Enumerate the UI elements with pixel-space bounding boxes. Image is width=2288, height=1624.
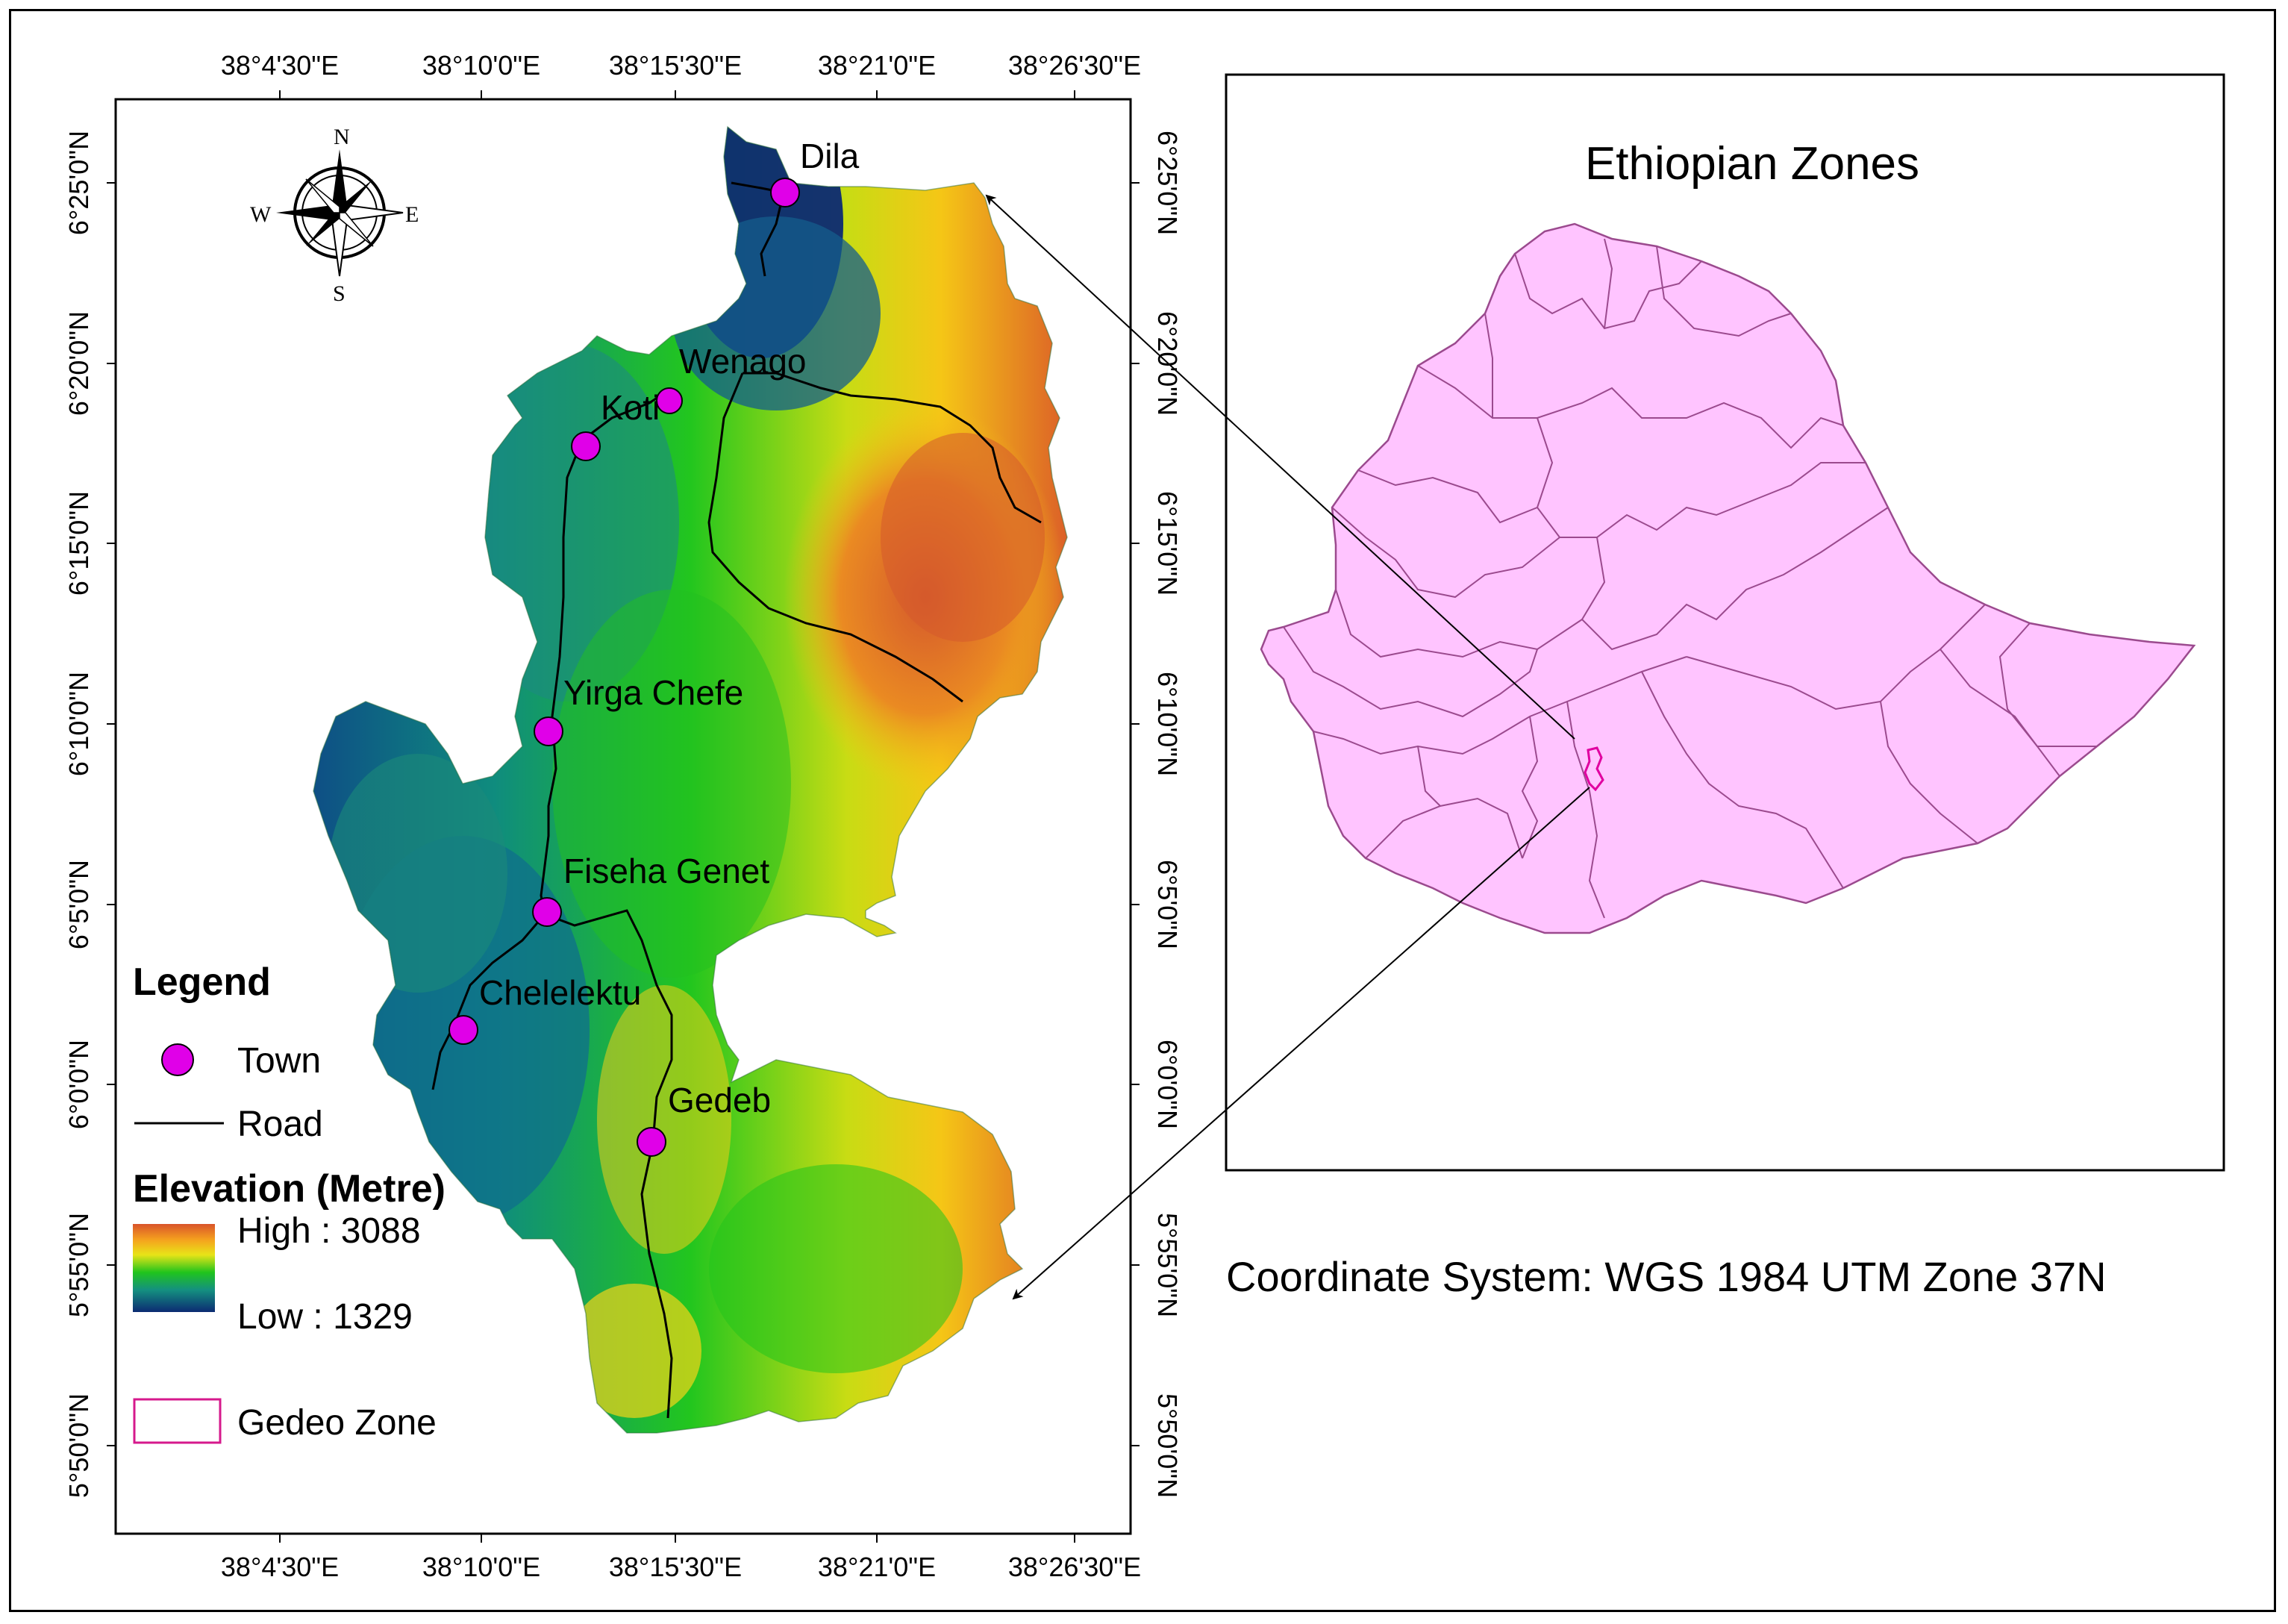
- x-tick-label: 38°21'0"E: [818, 50, 936, 81]
- road-segment: [707, 372, 963, 703]
- x-tick-label: 38°4'30"E: [221, 50, 339, 81]
- y-tick-label: 6°0'0"N: [63, 1040, 94, 1129]
- legend-elevation-title: Elevation (Metre): [133, 1167, 446, 1211]
- map-figure-frame: [9, 9, 2276, 1612]
- legend-zone-swatch: [133, 1398, 222, 1444]
- town-label: Gedeb: [668, 1081, 771, 1119]
- town-marker[interactable]: [770, 178, 800, 207]
- y-tick-label: 6°25'0"N: [63, 131, 94, 235]
- legend-town-swatch: [161, 1043, 194, 1076]
- x-tick-label: 38°10'0"E: [422, 1552, 540, 1582]
- x-tick-label: 38°15'30"E: [609, 1552, 742, 1582]
- road-segment: [544, 909, 673, 1419]
- town-fiseha-genet[interactable]: Fiseha Genet: [532, 852, 769, 927]
- zone-boundaries: [1283, 238, 2097, 919]
- legend: Legend Town Road Elevation (Metre) High …: [133, 961, 446, 1444]
- x-tick-label: 38°10'0"E: [422, 50, 540, 81]
- legend-elevation-ramp: [133, 1224, 215, 1312]
- town-label: Fiseha Genet: [563, 852, 769, 890]
- compass-s-label: S: [333, 281, 346, 306]
- callout-arrow-south: [1012, 787, 1590, 1300]
- inset-title: Ethiopian Zones: [1585, 138, 1919, 190]
- road-segment: [743, 372, 1042, 524]
- y-tick-label: 5°55'0"N: [1152, 1213, 1183, 1317]
- compass-n-label: N: [334, 125, 350, 149]
- callout-arrows: [985, 194, 1590, 1300]
- x-tick-label: 38°26'30"E: [1008, 1552, 1141, 1582]
- town-wenago[interactable]: Wenago: [656, 342, 807, 414]
- road-segment: [731, 181, 785, 277]
- town-marker[interactable]: [534, 716, 563, 746]
- y-tick-label: 6°5'0"N: [63, 860, 94, 949]
- y-tick-label: 5°50'0"N: [1152, 1393, 1183, 1498]
- town-label: Dila: [800, 137, 860, 175]
- bottom-axis: 38°4'30"E 38°10'0"E 38°15'30"E 38°21'0"E…: [221, 1534, 1141, 1582]
- town-marker[interactable]: [448, 1015, 478, 1045]
- y-tick-label: 6°0'0"N: [1152, 1040, 1183, 1129]
- ethiopia-zones-map: [1260, 222, 2196, 934]
- coordinate-system-note: Coordinate System: WGS 1984 UTM Zone 37N: [1226, 1253, 2107, 1300]
- town-label: Yirga Chefe: [563, 673, 743, 712]
- y-tick-label: 6°15'0"N: [1152, 491, 1183, 596]
- legend-elevation-low: Low : 1329: [237, 1297, 413, 1337]
- y-tick-label: 6°15'0"N: [63, 491, 94, 596]
- legend-zone-label: Gedeo Zone: [237, 1403, 437, 1443]
- x-tick-label: 38°26'30"E: [1008, 50, 1141, 81]
- town-chelelektu[interactable]: Chelelektu: [448, 973, 641, 1045]
- roads: [431, 181, 1042, 1419]
- town-gedeb[interactable]: Gedeb: [637, 1081, 771, 1157]
- compass-e-label: E: [405, 202, 419, 227]
- y-tick-label: 5°50'0"N: [63, 1393, 94, 1498]
- y-tick-label: 6°10'0"N: [1152, 672, 1183, 776]
- x-tick-label: 38°4'30"E: [221, 1552, 339, 1582]
- legend-town-label: Town: [237, 1041, 321, 1081]
- y-tick-label: 6°10'0"N: [63, 672, 94, 776]
- left-axis: 6°25'0"N 6°20'0"N 6°15'0"N 6°10'0"N 6°5'…: [63, 131, 116, 1498]
- town-koti[interactable]: Koti: [571, 388, 660, 461]
- compass-rose-icon: N S E W: [250, 125, 419, 306]
- ethiopia-outline: [1260, 222, 2196, 934]
- legend-road-label: Road: [237, 1105, 323, 1144]
- callout-arrow-north: [985, 194, 1575, 740]
- town-marker[interactable]: [637, 1127, 666, 1157]
- legend-title: Legend: [133, 961, 271, 1004]
- road-segment: [540, 387, 672, 915]
- compass-w-label: W: [250, 202, 272, 227]
- road-segment: [431, 914, 546, 1090]
- town-yirga-chefe[interactable]: Yirga Chefe: [534, 673, 743, 746]
- town-marker[interactable]: [532, 897, 562, 927]
- right-axis: 6°25'0"N 6°20'0"N 6°15'0"N 6°10'0"N 6°5'…: [1131, 131, 1183, 1498]
- y-tick-label: 6°20'0"N: [63, 311, 94, 416]
- town-label: Chelelektu: [479, 973, 641, 1012]
- gedeo-zone-inset-highlight: [1584, 746, 1604, 792]
- y-tick-label: 6°25'0"N: [1152, 131, 1183, 235]
- legend-elevation-high: High : 3088: [237, 1211, 421, 1251]
- town-marker[interactable]: [571, 431, 601, 461]
- town-label: Wenago: [679, 342, 807, 381]
- y-tick-label: 5°55'0"N: [63, 1213, 94, 1317]
- towns-layer: Dila Wenago Koti Yirga Chefe Fiseha Gene…: [448, 137, 860, 1157]
- y-tick-label: 6°5'0"N: [1152, 860, 1183, 949]
- town-marker[interactable]: [656, 387, 683, 414]
- x-tick-label: 38°15'30"E: [609, 50, 742, 81]
- top-axis: 38°4'30"E 38°10'0"E 38°15'30"E 38°21'0"E…: [221, 50, 1141, 99]
- x-tick-label: 38°21'0"E: [818, 1552, 936, 1582]
- town-label: Koti: [601, 388, 660, 427]
- town-dila[interactable]: Dila: [770, 137, 860, 207]
- main-map-frame: [114, 98, 1132, 1535]
